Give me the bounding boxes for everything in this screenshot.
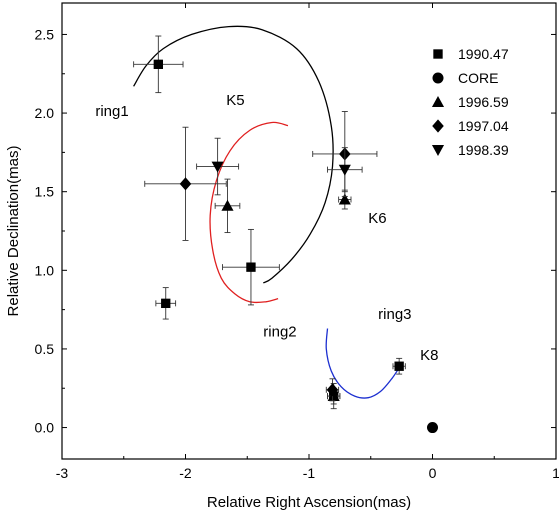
legend-label: 1990.47	[458, 46, 509, 62]
data-point-triangle-up	[327, 390, 340, 402]
annotations: ring1 K5 K6 ring2 ring3 K8	[95, 92, 438, 364]
y-axis-label: Relative Declination(mas)	[5, 146, 22, 317]
data-point-triangle-down	[211, 161, 224, 173]
y-tick-label: 2.5	[35, 26, 55, 42]
legend-marker-triangle-up	[431, 95, 445, 107]
annotation-label: K8	[420, 347, 438, 364]
axis-ticks: -3 -2 -1 0 1 0.0 0.5 1.0 1.5 2.0 2.5	[35, 3, 559, 481]
x-tick-label: 0	[429, 465, 437, 481]
data-point-circle	[427, 422, 438, 434]
x-tick-label: -1	[303, 465, 316, 481]
annotation-label: ring1	[95, 103, 128, 120]
legend-label: 1998.39	[458, 142, 509, 158]
data-point-triangle-up	[221, 199, 234, 211]
x-axis-label: Relative Right Ascension(mas)	[207, 494, 411, 511]
y-tick-label: 1.5	[35, 184, 55, 200]
legend: 1990.47 CORE 1996.59 1997.04 1998.39	[431, 46, 509, 158]
y-tick-label: 1.0	[35, 262, 55, 278]
legend-label: CORE	[458, 70, 498, 86]
data-point-diamond	[326, 383, 339, 397]
legend-label: 1997.04	[458, 118, 509, 134]
ring-curve-ring1	[133, 25, 334, 284]
x-tick-label: 1	[552, 465, 559, 481]
legend-label: 1996.59	[458, 94, 509, 110]
data-points	[133, 35, 438, 434]
ring-curve-ring2	[209, 121, 289, 304]
x-tick-label: -2	[179, 465, 192, 481]
legend-marker-diamond	[432, 119, 444, 133]
y-tick-label: 2.0	[35, 105, 55, 121]
x-tick-label: -3	[56, 465, 69, 481]
data-point-square	[246, 262, 256, 272]
data-point-triangle-up	[338, 193, 351, 205]
y-tick-label: 0.5	[35, 341, 55, 357]
annotation-label: ring3	[378, 306, 411, 323]
data-point-square	[394, 361, 404, 371]
data-point-square	[153, 59, 164, 69]
legend-marker-circle	[432, 72, 444, 84]
legend-marker-square	[433, 49, 443, 59]
data-point-diamond	[179, 177, 192, 191]
data-point-triangle-down	[338, 164, 351, 176]
annotation-label: K5	[226, 92, 244, 109]
ring-curves	[133, 25, 400, 399]
annotation-label: ring2	[263, 323, 296, 340]
annotation-label: K6	[368, 210, 386, 227]
y-tick-label: 0.0	[35, 420, 55, 436]
data-point-square	[161, 298, 171, 309]
ring-curve-ring3	[325, 328, 400, 399]
legend-marker-triangle-down	[431, 145, 445, 157]
